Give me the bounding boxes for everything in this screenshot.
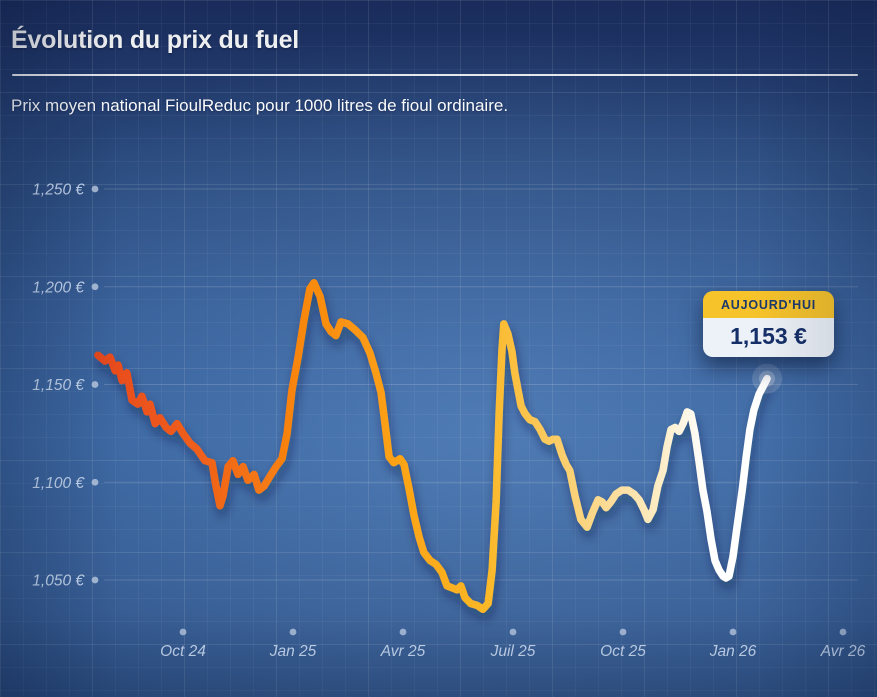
x-axis-label: Jan 26 <box>709 643 757 660</box>
x-axis-label: Avr 26 <box>820 643 866 660</box>
y-tick-dot <box>91 478 99 486</box>
today-tooltip: AUJOURD'HUI 1,153 € <box>703 291 834 357</box>
y-tick-dot <box>91 576 99 584</box>
today-tooltip-label: AUJOURD'HUI <box>703 291 834 318</box>
x-tick-dot <box>399 628 407 636</box>
x-axis-label: Oct 25 <box>600 643 646 660</box>
x-tick-dot <box>839 628 847 636</box>
x-tick-dot <box>179 628 187 636</box>
page-title: Évolution du prix du fuel <box>11 26 300 54</box>
y-axis-label: 1,150 € <box>32 377 85 394</box>
y-axis-label: 1,200 € <box>32 279 85 296</box>
x-tick-dot <box>289 628 297 636</box>
x-axis-label: Juil 25 <box>490 643 536 660</box>
x-axis-label: Oct 24 <box>160 643 206 660</box>
y-tick-dot <box>91 283 99 291</box>
axis-labels-layer: 1,250 € 1,200 € 1,150 € 1,100 € 1,050 € Oct 2… <box>32 182 865 661</box>
x-tick-dot <box>619 628 627 636</box>
chart-gridlines <box>91 185 858 636</box>
x-tick-dot <box>509 628 517 636</box>
y-axis-label: 1,250 € <box>32 182 85 199</box>
today-point <box>759 370 776 387</box>
title-divider <box>12 74 858 76</box>
y-tick-dot <box>91 381 99 388</box>
page-subtitle: Prix moyen national FioulReduc pour 1000… <box>11 96 509 115</box>
y-axis-label: 1,100 € <box>32 475 85 492</box>
today-tooltip-value: 1,153 € <box>703 318 834 357</box>
price-line-layer <box>94 279 783 614</box>
x-axis-label: Avr 25 <box>380 643 426 660</box>
y-tick-dot <box>91 185 99 193</box>
x-tick-dot <box>729 628 737 636</box>
y-axis-label: 1,050 € <box>32 573 85 590</box>
today-point-glow <box>752 363 783 394</box>
x-axis-label: Jan 25 <box>269 643 317 660</box>
price-line <box>94 279 771 614</box>
